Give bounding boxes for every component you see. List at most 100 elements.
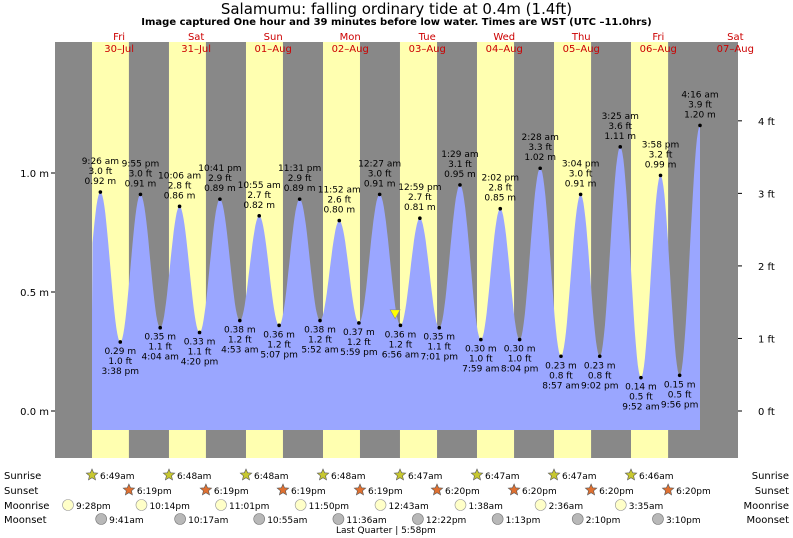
sunset-icon bbox=[276, 483, 290, 496]
tide-m-label: 0.92 m bbox=[85, 177, 117, 187]
tide-area-fill bbox=[92, 125, 700, 431]
sunset-icon bbox=[661, 483, 675, 496]
high-tide-point bbox=[658, 173, 663, 178]
sunrise-icon bbox=[316, 468, 330, 481]
sunset-time: 6:20pm bbox=[445, 487, 480, 497]
tide-ft-label: 1.2 ft bbox=[347, 338, 371, 348]
moonset-icon bbox=[491, 513, 504, 525]
tide-m-label: 0.89 m bbox=[284, 184, 316, 194]
tide-ft-label: 1.1 ft bbox=[427, 343, 451, 353]
high-tide-point bbox=[418, 216, 422, 221]
tide-time-label: 4:04 am bbox=[142, 353, 179, 363]
sunset-time: 6:20pm bbox=[522, 487, 557, 497]
tide-ft-label: 0.5 ft bbox=[668, 390, 692, 400]
tide-ft-label: 1.0 ft bbox=[469, 355, 493, 365]
tide-time-label: 10:41 pm bbox=[198, 164, 241, 174]
sunset-icon bbox=[584, 483, 598, 496]
tide-ft-label: 1.2 ft bbox=[389, 340, 413, 350]
tide-m-label: 0.33 m bbox=[184, 337, 216, 347]
high-tide-point bbox=[98, 190, 103, 194]
row-label-right: Sunset bbox=[755, 486, 789, 497]
sunrise-time: 6:48am bbox=[331, 472, 366, 482]
moonset-time: 2:10pm bbox=[586, 516, 621, 526]
tide-ft-label: 3.9 ft bbox=[688, 100, 712, 110]
sunset-time: 6:19pm bbox=[137, 487, 172, 497]
day-date-label: 03–Aug bbox=[409, 44, 446, 55]
y-tick-label-left: 0.5 m bbox=[20, 288, 49, 299]
tide-m-label: 0.91 m bbox=[364, 179, 396, 189]
day-date-label: 31–Jul bbox=[181, 44, 211, 55]
high-tide-point bbox=[458, 183, 462, 187]
tide-ft-label: 1.0 ft bbox=[508, 355, 532, 365]
sunset-icon bbox=[122, 483, 136, 496]
tide-time-label: 9:26 am bbox=[82, 157, 119, 167]
tide-ft-label: 0.8 ft bbox=[588, 371, 612, 381]
moonset-time: 1:13pm bbox=[506, 516, 541, 526]
moonrise-icon bbox=[534, 499, 547, 511]
sunrise-icon bbox=[547, 468, 561, 481]
tide-m-label: 0.99 m bbox=[645, 160, 677, 170]
low-tide-point bbox=[639, 375, 643, 380]
sunrise-time: 6:46am bbox=[639, 472, 674, 482]
moonset-icon bbox=[571, 513, 584, 525]
tide-m-label: 1.20 m bbox=[684, 110, 716, 120]
y-tick-label-left: 1.0 m bbox=[20, 169, 49, 180]
moonrise-time: 3:35am bbox=[629, 502, 664, 512]
y-tick-label-right: 1 ft bbox=[758, 334, 775, 345]
sunrise-icon bbox=[162, 468, 176, 481]
tide-ft-label: 2.7 ft bbox=[247, 191, 271, 201]
tide-m-label: 0.91 m bbox=[125, 179, 157, 189]
tide-area bbox=[92, 125, 700, 431]
moonset-time: 10:17am bbox=[188, 516, 228, 526]
low-tide-point bbox=[318, 318, 322, 323]
tide-m-label: 0.29 m bbox=[104, 347, 136, 357]
moonrise-icon bbox=[215, 499, 227, 511]
sunrise-time: 6:48am bbox=[177, 472, 212, 482]
tide-time-label: 6:56 am bbox=[382, 350, 419, 360]
moonset-time: 9:41am bbox=[109, 516, 143, 526]
moon-phase-label: Last Quarter | 5:58pm bbox=[336, 526, 436, 536]
tide-ft-label: 3.3 ft bbox=[528, 143, 552, 153]
tide-time-label: 9:56 pm bbox=[661, 400, 699, 410]
moonrise-time: 1:38am bbox=[468, 502, 503, 512]
y-tick-label-right: 4 ft bbox=[758, 117, 775, 128]
low-tide-point bbox=[479, 337, 483, 342]
high-tide-point bbox=[498, 206, 503, 211]
tide-time-label: 4:53 am bbox=[221, 346, 258, 356]
tide-time-label: 3:58 pm bbox=[642, 140, 680, 150]
sunset-icon bbox=[507, 483, 521, 496]
day-name-label: Wed bbox=[493, 32, 515, 43]
sunset-time: 6:20pm bbox=[599, 487, 634, 497]
high-tide-point bbox=[377, 192, 382, 197]
tide-ft-label: 2.6 ft bbox=[327, 196, 351, 206]
day-date-label: 06–Aug bbox=[640, 44, 677, 55]
day-date-label: 07–Aug bbox=[717, 44, 754, 55]
sunrise-icon bbox=[470, 468, 484, 481]
tide-ft-label: 3.1 ft bbox=[448, 160, 472, 170]
current-tide-marker bbox=[389, 309, 401, 320]
tide-m-label: 1.11 m bbox=[604, 132, 636, 142]
low-tide-point bbox=[677, 373, 682, 378]
high-tide-point bbox=[578, 192, 583, 197]
sunset-icon bbox=[430, 483, 444, 496]
tide-m-label: 0.30 m bbox=[504, 345, 536, 355]
y-tick-label-right: 0 ft bbox=[758, 407, 775, 418]
tide-ft-label: 1.1 ft bbox=[188, 347, 212, 357]
moonset-icon bbox=[652, 513, 664, 525]
moonrise-time: 12:43am bbox=[389, 502, 429, 512]
tide-ft-label: 1.2 ft bbox=[308, 336, 332, 346]
tide-ft-label: 1.0 ft bbox=[108, 357, 132, 367]
tide-time-label: 12:59 pm bbox=[398, 183, 441, 193]
moonrise-time: 11:50pm bbox=[309, 502, 349, 512]
day-name-label: Sat bbox=[727, 32, 743, 43]
day-name-label: Thu bbox=[571, 32, 591, 43]
tide-time-label: 7:59 am bbox=[462, 365, 499, 375]
tide-m-label: 1.02 m bbox=[524, 153, 556, 163]
tide-m-label: 0.38 m bbox=[304, 326, 336, 336]
tide-time-label: 12:27 am bbox=[358, 159, 401, 169]
tide-m-label: 0.37 m bbox=[343, 328, 375, 338]
tide-time-label: 5:59 pm bbox=[340, 348, 378, 358]
tide-m-label: 0.36 m bbox=[385, 330, 417, 340]
tide-time-label: 5:07 pm bbox=[260, 350, 298, 360]
